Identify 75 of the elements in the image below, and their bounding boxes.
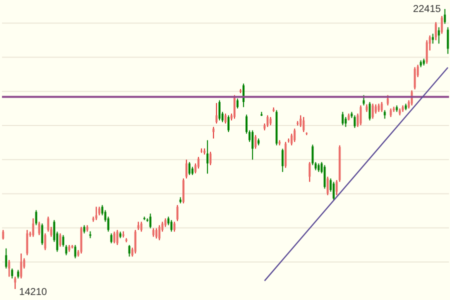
- candlestick: [444, 8, 446, 24]
- candlestick: [14, 276, 16, 290]
- candlestick: [212, 126, 214, 140]
- candlestick: [74, 244, 76, 259]
- candlestick: [360, 104, 362, 126]
- candlestick: [134, 229, 136, 254]
- candlestick: [344, 116, 347, 128]
- candlestick: [95, 206, 98, 221]
- candlestick: [282, 148, 284, 172]
- candlestick: [294, 128, 296, 142]
- candlestick: [324, 164, 326, 190]
- candlestick: [380, 101, 383, 112]
- candlestick: [414, 66, 416, 90]
- candlestick: [228, 114, 230, 133]
- candlestick: [374, 104, 377, 114]
- candlestick: [155, 228, 158, 239]
- candlestick: [446, 26, 449, 54]
- candlestick: [218, 100, 220, 121]
- candlestick: [59, 232, 62, 248]
- candlestick: [284, 141, 287, 168]
- candlestick: [128, 244, 130, 258]
- candlestick: [302, 116, 305, 133]
- candlestick: [44, 232, 46, 251]
- candlestick: [332, 181, 335, 200]
- annotation: 22415: [413, 4, 442, 15]
- candlestick: [5, 248, 8, 270]
- candlestick: [110, 232, 112, 244]
- candlestick: [185, 159, 188, 179]
- candlestick: [32, 218, 34, 238]
- candlestick: [438, 26, 440, 44]
- candlestick: [440, 15, 443, 34]
- candlestick: [170, 220, 172, 232]
- annotation: 14210: [19, 287, 48, 298]
- candlestick: [426, 40, 428, 64]
- candlestick: [252, 130, 254, 160]
- candlestick: [326, 176, 329, 196]
- candlestick: [35, 210, 38, 226]
- candlestick: [149, 213, 152, 229]
- candlestick: [116, 229, 118, 246]
- candlestick: [386, 94, 389, 106]
- candlestick: [140, 221, 142, 232]
- candlestick: [372, 103, 374, 120]
- candlestick: [432, 33, 434, 44]
- candlestick: [336, 180, 338, 196]
- candlestick: [20, 253, 22, 279]
- candlestick: [65, 244, 68, 256]
- candlestick: [188, 162, 190, 176]
- candlestick: [41, 222, 44, 246]
- candlestick: [8, 259, 10, 278]
- candlestick: [206, 140, 208, 174]
- candlestick: [254, 134, 257, 150]
- candlestick: [234, 94, 236, 120]
- candlestick: [26, 229, 28, 256]
- candlestick: [434, 22, 437, 41]
- candlestick: [308, 162, 311, 182]
- candlestick: [11, 268, 14, 279]
- candlestick: [182, 178, 184, 204]
- candlestick: [158, 224, 160, 241]
- candlestick: [342, 111, 344, 126]
- candlestick: [266, 114, 269, 128]
- candlestick: [209, 151, 212, 166]
- candlestick: [176, 204, 178, 222]
- candlestick: [354, 114, 356, 128]
- candlestick: [368, 101, 371, 121]
- candlestick: [113, 231, 116, 244]
- candlestick: [38, 221, 40, 236]
- candlestick: [224, 113, 226, 124]
- candlestick: [173, 221, 176, 232]
- candlestick: [2, 229, 4, 240]
- candlestick: [312, 144, 314, 166]
- candlestick: [215, 102, 218, 124]
- candlestick: [62, 234, 64, 248]
- candlestick: [236, 98, 239, 109]
- candlestick: [80, 226, 82, 254]
- candlestick: [197, 156, 200, 170]
